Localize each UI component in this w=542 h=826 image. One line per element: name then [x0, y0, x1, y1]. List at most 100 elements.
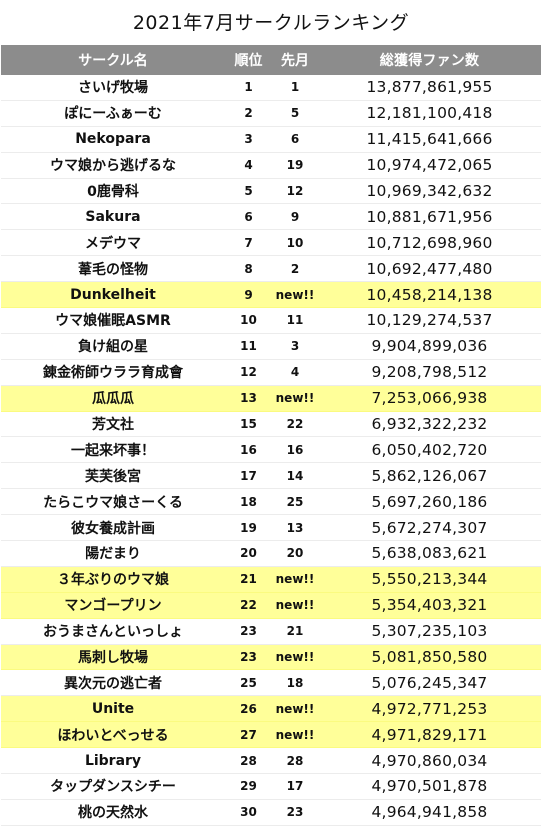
total-fans-cell: 4,964,941,858 [371, 803, 488, 822]
circle-name-cell: Library [84, 752, 142, 769]
rank-cell: 27 [240, 727, 257, 742]
circle-name-cell: 彼女養成計画 [71, 520, 155, 537]
circle-name-cell: 桃の天然水 [78, 805, 148, 822]
total-fans-cell: 11,415,641,666 [366, 130, 493, 149]
last-month-rank-cell: 5 [290, 106, 300, 121]
total-fans-cell: 7,253,066,938 [371, 389, 488, 408]
total-fans-cell: 6,050,402,720 [371, 440, 488, 459]
total-fans-cell: 6,932,322,232 [371, 415, 488, 434]
last-month-rank-cell: 16 [286, 442, 304, 457]
total-fans-cell: 9,904,899,036 [371, 337, 488, 356]
table-row: メデウマ 7 10 10,712,698,960 [1, 230, 541, 257]
table-row: 芙芙後宮 17 14 5,862,126,067 [1, 463, 541, 490]
last-month-rank-cell: 19 [286, 158, 304, 173]
last-month-rank-cell: 6 [290, 132, 300, 147]
last-month-rank-cell: new!! [275, 701, 315, 716]
table-row: ぽにーふぁーむ 2 5 12,181,100,418 [1, 101, 541, 127]
table-row: ほわいとべっせる 27 new!! 4,971,829,171 [1, 722, 541, 749]
column-header-circle-name: サークル名 [78, 53, 148, 69]
last-month-rank-cell: new!! [275, 391, 315, 406]
rank-cell: 10 [240, 313, 257, 328]
table-row: 陽だまり 20 20 5,638,083,621 [1, 541, 541, 567]
total-fans-cell: 5,076,245,347 [371, 673, 488, 692]
circle-name-cell: 馬刺し牧場 [78, 650, 148, 667]
rank-cell: 12 [240, 365, 257, 380]
circle-name-cell: 葦毛の怪物 [78, 261, 148, 278]
total-fans-cell: 5,354,403,321 [371, 596, 488, 615]
total-fans-cell: 10,712,698,960 [366, 233, 493, 252]
rank-cell: 25 [240, 675, 257, 690]
table-row: マンゴープリン 22 new!! 5,354,403,321 [1, 592, 541, 619]
rank-cell: 1 [244, 80, 253, 95]
table-row: Library 28 28 4,970,860,034 [1, 748, 541, 775]
rank-cell: 5 [244, 184, 253, 198]
rank-cell: 20 [240, 546, 257, 561]
last-month-rank-cell: 2 [290, 261, 300, 276]
circle-name-cell: 負け組の星 [78, 339, 148, 356]
total-fans-cell: 4,970,860,034 [371, 751, 488, 770]
total-fans-cell: 5,550,213,344 [371, 570, 488, 589]
total-fans-cell: 4,971,829,171 [371, 725, 488, 744]
last-month-rank-cell: 25 [286, 494, 304, 509]
table-row: 錬金術師ウララ育成會 12 4 9,208,798,512 [1, 360, 541, 386]
rank-cell: 2 [244, 106, 253, 121]
circle-name-cell: 異次元の逃亡者 [64, 675, 162, 692]
circle-name-cell: Nekopara [75, 131, 151, 148]
total-fans-cell: 5,081,850,580 [371, 648, 488, 667]
circle-name-cell: ウマ娘催眠ASMR [55, 313, 171, 330]
rank-cell: 7 [244, 235, 253, 250]
table-row: ウマ娘催眠ASMR 10 11 10,129,274,537 [1, 308, 541, 334]
total-fans-cell: 5,862,126,067 [371, 466, 488, 485]
circle-name-cell: 芳文社 [92, 417, 134, 434]
ranking-table-body: さいげ牧場 1 1 13,877,861,955 ぽにーふぁーむ 2 5 12,181,100… [1, 75, 541, 826]
total-fans-cell: 10,881,671,956 [366, 207, 493, 226]
table-row: 芳文社 15 22 6,932,322,232 [1, 412, 541, 438]
circle-name-cell: 瓜瓜瓜 [92, 391, 134, 408]
total-fans-cell: 13,877,861,955 [366, 78, 493, 97]
table-row: 瓜瓜瓜 13 new!! 7,253,066,938 [1, 385, 541, 412]
rank-cell: 13 [240, 391, 257, 406]
last-month-rank-cell: new!! [275, 287, 315, 302]
last-month-rank-cell: new!! [275, 598, 315, 613]
table-row: 負け組の星 11 3 9,904,899,036 [1, 334, 541, 360]
column-header-rank: 順位 [234, 53, 263, 69]
table-row: 葦毛の怪物 8 2 10,692,477,480 [1, 256, 541, 283]
total-fans-cell: 5,307,235,103 [371, 622, 488, 641]
table-row: 一起来坏事！ 16 16 6,050,402,720 [1, 437, 541, 464]
rank-cell: 4 [244, 158, 253, 173]
rank-cell: 6 [244, 209, 253, 224]
rank-cell: 23 [240, 624, 257, 639]
total-fans-cell: 4,970,501,878 [371, 777, 488, 796]
total-fans-cell: 4,972,771,253 [371, 699, 488, 718]
table-row: たらこウマ娘さーくる 18 25 5,697,260,186 [1, 489, 541, 516]
circle-name-cell: ぽにーふぁーむ [64, 106, 162, 123]
rank-cell: 11 [240, 339, 257, 354]
circle-name-cell: マンゴープリン [64, 598, 162, 615]
rank-cell: 22 [240, 598, 257, 613]
circle-name-cell: 陽だまり [85, 546, 141, 563]
rank-cell: 29 [240, 779, 257, 794]
total-fans-cell: 10,969,342,632 [366, 182, 493, 200]
circle-name-cell: たらこウマ娘さーくる [43, 494, 183, 511]
table-header: サークル名 順位 先月 総獲得ファン数 [1, 45, 541, 75]
table-row: ウマ娘から逃げるな 4 19 10,974,472,065 [1, 153, 541, 179]
last-month-rank-cell: 21 [286, 624, 304, 639]
table-row: 桃の天然水 30 23 4,964,941,858 [1, 800, 541, 826]
last-month-rank-cell: 18 [286, 675, 304, 690]
last-month-rank-cell: 12 [286, 184, 304, 198]
rank-cell: 18 [240, 494, 257, 509]
page-title: 2021年7月サークルランキング [132, 12, 410, 34]
circle-name-cell: 0鹿骨科 [87, 184, 139, 200]
circle-name-cell: ウマ娘から逃げるな [50, 158, 176, 175]
total-fans-cell: 5,697,260,186 [371, 492, 488, 511]
circle-name-cell: 一起来坏事！ [71, 442, 155, 459]
rank-cell: 21 [240, 572, 257, 587]
table-row: 馬刺し牧場 23 new!! 5,081,850,580 [1, 644, 541, 671]
table-row: 0鹿骨科 5 12 10,969,342,632 [1, 179, 541, 205]
last-month-rank-cell: 28 [286, 753, 304, 768]
rank-cell: 23 [240, 650, 257, 665]
circle-name-cell: Sakura [85, 208, 141, 225]
table-row: おうまさんといっしょ 23 21 5,307,235,103 [1, 619, 541, 645]
circle-name-cell: さいげ牧場 [78, 80, 148, 97]
table-row: さいげ牧場 1 1 13,877,861,955 [1, 75, 541, 101]
